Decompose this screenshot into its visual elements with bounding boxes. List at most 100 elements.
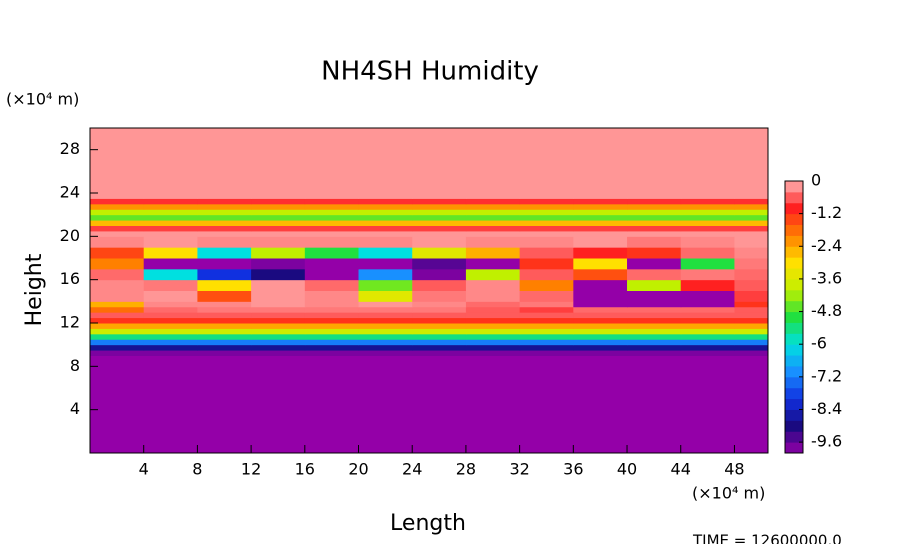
- cell: [90, 203, 145, 210]
- cell: [90, 268, 145, 281]
- cell: [465, 236, 521, 248]
- cell: [304, 236, 360, 248]
- cell: [197, 258, 252, 270]
- x-tick-label: 20: [348, 460, 368, 479]
- cell: [734, 220, 769, 226]
- cell: [519, 220, 574, 226]
- cell: [358, 306, 413, 313]
- cell: [90, 317, 145, 324]
- cell: [519, 317, 574, 324]
- cell: [197, 350, 252, 356]
- colorbar-segment: [785, 387, 803, 400]
- cell: [734, 203, 769, 210]
- cell: [680, 328, 735, 335]
- cell: [197, 279, 252, 291]
- cell: [197, 225, 252, 232]
- cell: [304, 290, 360, 302]
- cell: [197, 323, 252, 329]
- cell: [251, 355, 306, 454]
- axes: 4 8 12 16 20 24 28 32 36 40 44 484812162024280-1.2-…: [60, 127, 842, 479]
- cell: [304, 209, 360, 216]
- colorbar-segment: [785, 289, 803, 302]
- colorbar-segment: [785, 246, 803, 258]
- cell: [573, 350, 628, 356]
- cell: [304, 317, 360, 324]
- cell: [573, 312, 628, 319]
- cell: [573, 290, 628, 302]
- cell: [412, 279, 467, 291]
- cell: [251, 350, 306, 356]
- colorbar-segment: [785, 322, 803, 334]
- x-tick-label: 36: [563, 460, 583, 479]
- cell: [627, 333, 682, 340]
- cell: [627, 290, 682, 302]
- cell: [143, 128, 198, 199]
- cell: [197, 268, 252, 281]
- colorbar-tick-label: -1.2: [811, 203, 842, 222]
- cell: [519, 230, 574, 237]
- cell: [143, 306, 198, 313]
- colorbar-tick-label: -4.8: [811, 301, 842, 320]
- colorbar-segment: [785, 278, 803, 291]
- cell: [573, 344, 628, 351]
- cell: [465, 198, 521, 205]
- cell: [627, 220, 682, 226]
- cell: [197, 306, 252, 313]
- cell: [412, 258, 467, 270]
- colorbar-segment: [785, 213, 803, 226]
- cell: [734, 214, 769, 221]
- cell: [734, 198, 769, 205]
- colorbar-tick-label: -7.2: [811, 366, 842, 385]
- cell: [573, 236, 628, 248]
- cell: [680, 209, 735, 216]
- cell: [304, 328, 360, 335]
- cell: [197, 290, 252, 302]
- cell: [465, 258, 521, 270]
- cell: [680, 268, 735, 281]
- cell: [304, 128, 360, 199]
- cell: [465, 306, 521, 313]
- cell: [304, 198, 360, 205]
- cell: [734, 209, 769, 216]
- cell: [465, 225, 521, 232]
- cell: [358, 350, 413, 356]
- cell: [304, 268, 360, 281]
- colorbar-segment: [785, 431, 803, 443]
- cell: [143, 317, 198, 324]
- cell: [304, 279, 360, 291]
- cell: [519, 128, 574, 199]
- cell: [680, 247, 735, 259]
- cell: [465, 247, 521, 259]
- cell: [197, 312, 252, 319]
- cell: [143, 247, 198, 259]
- cell: [465, 268, 521, 281]
- cell: [465, 279, 521, 291]
- cell: [197, 209, 252, 216]
- cell: [680, 339, 735, 346]
- cell: [90, 290, 145, 302]
- y-tick-label: 20: [60, 226, 80, 245]
- cell: [734, 128, 769, 199]
- cell: [143, 279, 198, 291]
- cell: [573, 268, 628, 281]
- cell: [465, 333, 521, 340]
- colorbar-tick-label: -9.6: [811, 432, 842, 451]
- cell: [412, 214, 467, 221]
- cell: [519, 323, 574, 329]
- cell: [627, 203, 682, 210]
- cell: [143, 230, 198, 237]
- cell: [197, 333, 252, 340]
- colorbar-segment: [785, 442, 803, 454]
- cell: [143, 350, 198, 356]
- cell: [251, 247, 306, 259]
- cell: [197, 214, 252, 221]
- cell: [627, 301, 682, 308]
- cell: [143, 220, 198, 226]
- cell: [197, 339, 252, 346]
- cell: [304, 306, 360, 313]
- colorbar-segment: [785, 235, 803, 247]
- colorbar-segment: [785, 202, 803, 215]
- colorbar-tick-label: 0: [811, 171, 821, 190]
- cell: [519, 198, 574, 205]
- cell: [465, 230, 521, 237]
